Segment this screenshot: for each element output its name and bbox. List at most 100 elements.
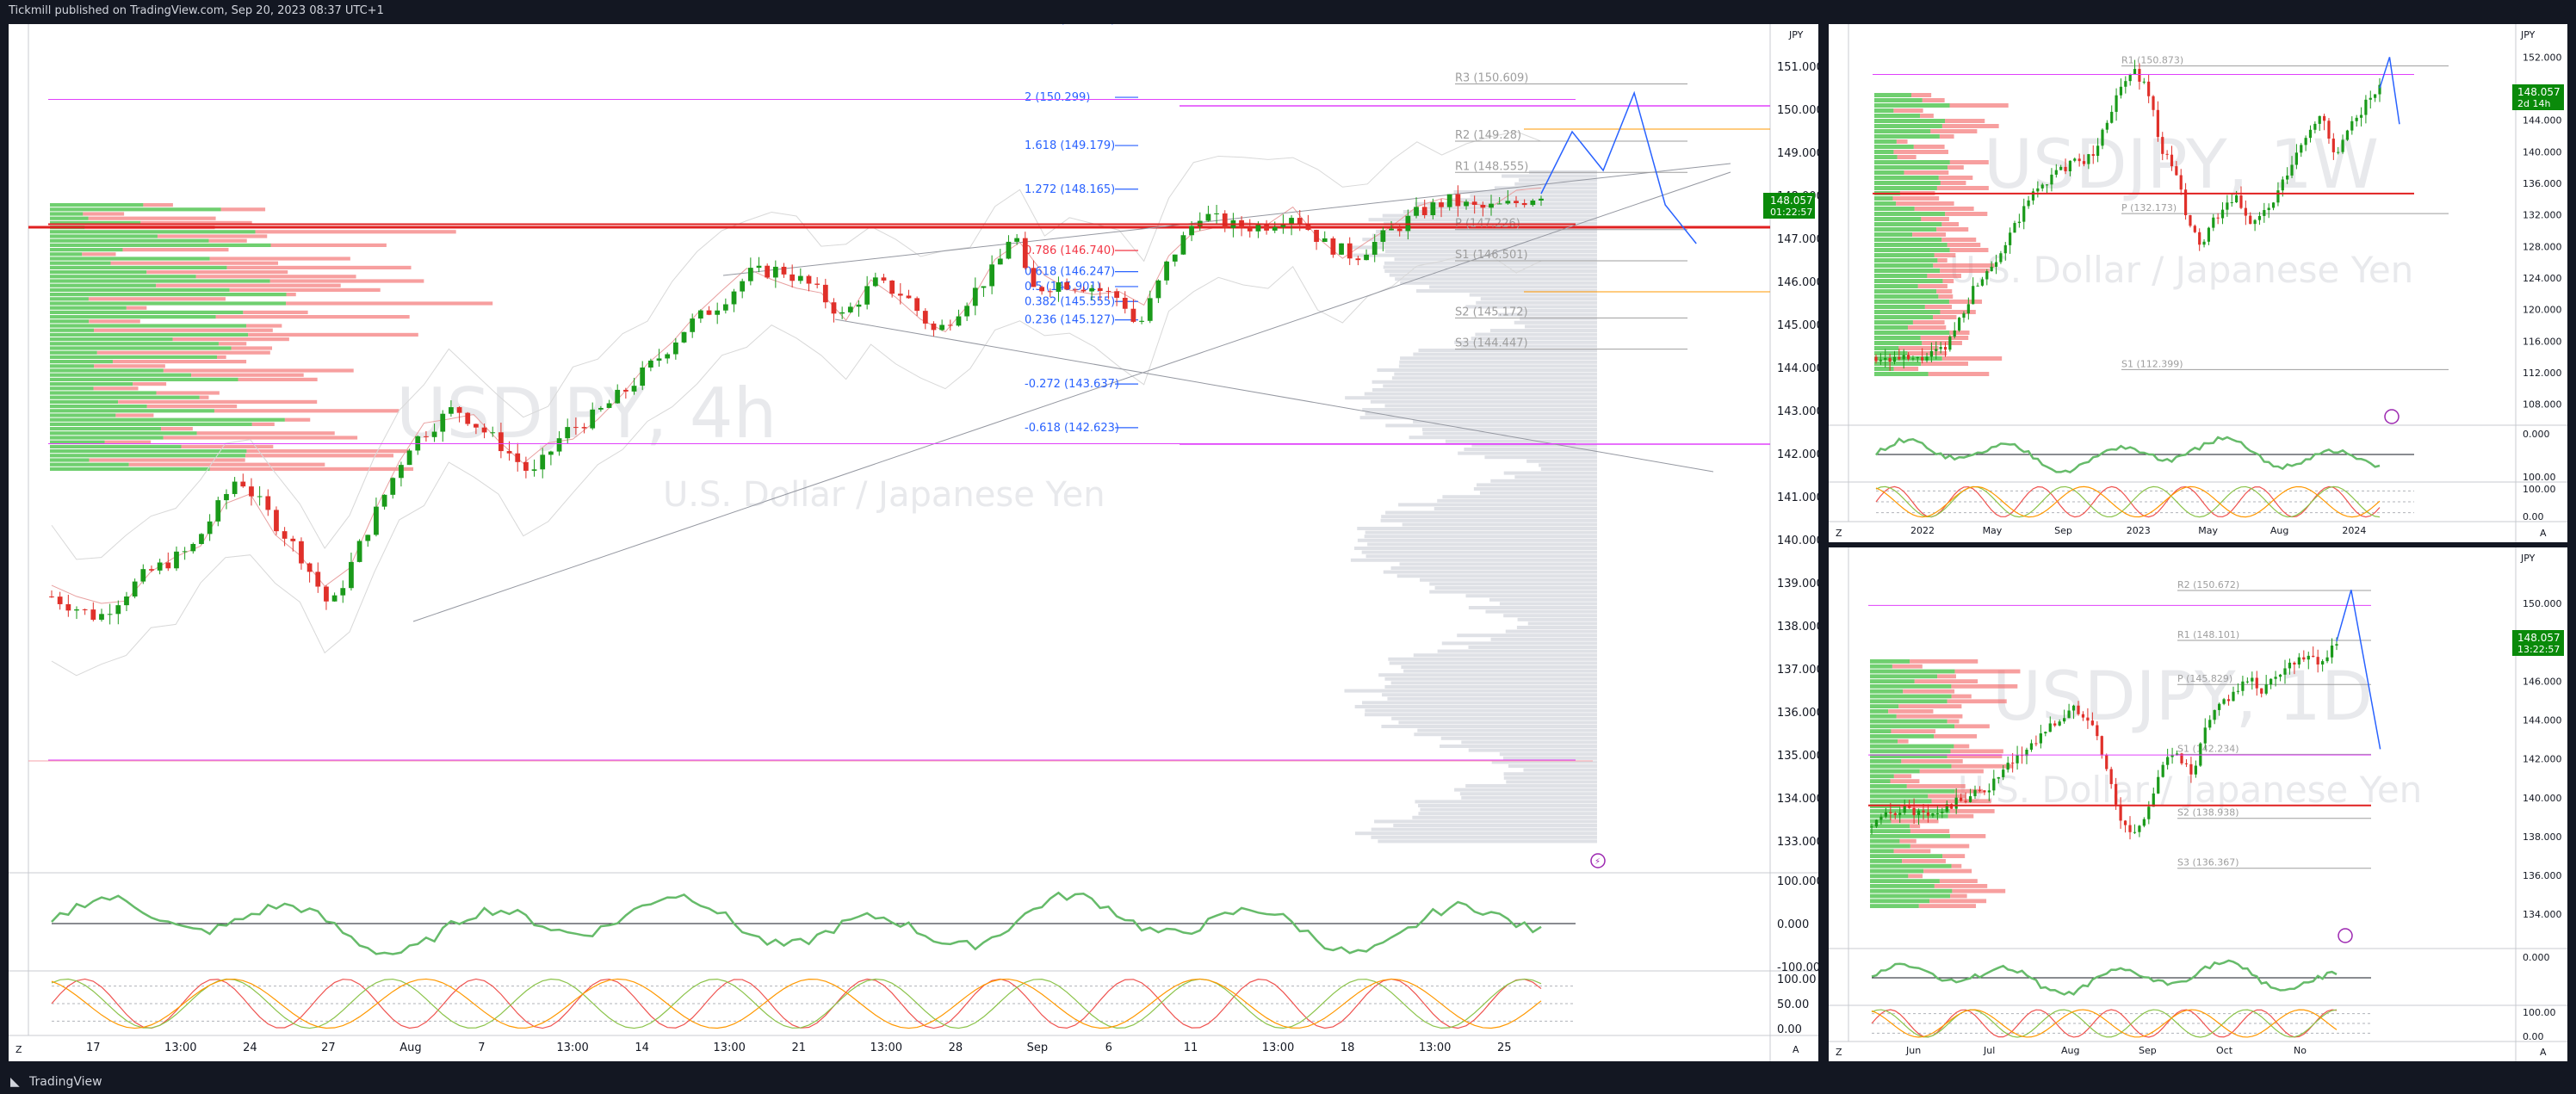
d-price-axis: 150.000148.000146.000144.000142.000140.0…: [2523, 598, 2562, 920]
chart-panel-4h[interactable]: USDJPY, 4h U.S. Dollar / Japanese Yen 2.…: [9, 24, 1818, 1061]
candle-body: [2283, 668, 2287, 675]
profile-bar-down: [1896, 201, 1954, 206]
pivot-label: R3 (150.609): [1455, 72, 1528, 85]
candle-body: [249, 486, 254, 497]
volume-profile-bar: [1348, 245, 1597, 250]
w-oscillator-pane-1: 0.000 100.00: [1874, 429, 2556, 483]
w-auto-scale-button[interactable]: A: [2540, 528, 2547, 539]
chart-panel-1d[interactable]: USDJPY, 1D U.S. Dollar / Japanese Yen R2…: [1829, 547, 2567, 1061]
osc-tick-label: 0.000: [2523, 952, 2550, 963]
volume-profile-bar: [1485, 609, 1597, 614]
candle-body: [1205, 213, 1211, 221]
alert-icon[interactable]: [1590, 853, 1606, 868]
candle-body: [1945, 804, 1948, 813]
profile-bar-up: [50, 293, 287, 297]
candle-body: [2003, 244, 2007, 254]
tradingview-logo-icon[interactable]: ◣: [10, 1075, 20, 1089]
profile-bar-down: [1923, 868, 1972, 874]
price-tick-label: 136.000: [2523, 870, 2562, 881]
profile-bar-down: [1951, 863, 1962, 868]
volume-profile-bar: [1454, 788, 1597, 792]
volume-profile-bar: [1383, 265, 1597, 269]
candle-body: [2198, 232, 2201, 245]
volume-profile-bar: [1401, 665, 1597, 669]
profile-bar-up: [50, 413, 116, 417]
w-alert-icon[interactable]: [2384, 409, 2400, 424]
volume-profile-bar: [1376, 230, 1597, 233]
w-price-axis: 152.000148.000144.000140.000136.000132.0…: [2523, 52, 2562, 410]
w-projection-path: [2379, 57, 2400, 125]
volume-profile-bar: [1454, 340, 1597, 344]
candle-body: [215, 500, 221, 522]
candle-body: [257, 496, 263, 498]
candle-body: [2077, 705, 2080, 714]
d-auto-scale-button[interactable]: A: [2540, 1047, 2547, 1058]
w-zoom-reset-button[interactable]: Z: [1836, 528, 1842, 539]
candle-body: [2101, 129, 2104, 146]
profile-bar-up: [50, 350, 97, 355]
volume-profile-bar: [1491, 760, 1597, 764]
price-tick-label: 120.000: [2523, 305, 2562, 316]
candle-body: [2297, 657, 2300, 665]
chart-1w-svg[interactable]: USDJPY, 1W U.S. Dollar / Japanese Yen R1…: [1829, 24, 2567, 542]
volume-profile-bar: [1357, 527, 1597, 530]
candle-body: [2307, 655, 2310, 660]
profile-bar-up: [1874, 114, 1921, 118]
profile-bar-down: [1912, 232, 1947, 237]
candle-body: [2063, 718, 2066, 722]
candlestick-series: [48, 99, 1576, 761]
auto-scale-button[interactable]: A: [1793, 1044, 1799, 1055]
candle-body: [1903, 805, 1906, 813]
chart-panel-1w[interactable]: USDJPY, 1W U.S. Dollar / Japanese Yen R1…: [1829, 24, 2567, 542]
trendline-lower: [412, 171, 1731, 622]
candle-body: [1935, 349, 1938, 351]
candle-body: [2067, 710, 2071, 719]
footer-brand[interactable]: TradingView: [29, 1075, 102, 1089]
profile-bar-down: [269, 279, 424, 283]
candle-body: [2263, 210, 2266, 216]
volume-profile-bar: [1470, 194, 1597, 198]
profile-bar-up: [1874, 336, 1921, 340]
profile-bar-up: [50, 252, 83, 257]
profile-bar-down: [1942, 854, 1966, 858]
candle-body: [1314, 230, 1319, 243]
candle-body: [2115, 95, 2118, 112]
pivot-label: S3 (144.447): [1455, 337, 1528, 350]
zoom-reset-button[interactable]: Z: [15, 1044, 22, 1055]
volume-profile-bar: [1523, 768, 1597, 772]
d-zoom-reset-button[interactable]: Z: [1836, 1047, 1842, 1058]
candle-body: [107, 614, 113, 615]
candle-body: [889, 280, 895, 294]
profile-bar-down: [1951, 694, 1972, 699]
candle-body: [2152, 96, 2155, 110]
profile-bar-up: [1874, 98, 1923, 102]
chart-1d-svg[interactable]: USDJPY, 1D U.S. Dollar / Japanese Yen R2…: [1829, 547, 2567, 1061]
profile-bar-down: [1954, 744, 1970, 749]
price-tick-label: 128.000: [2523, 241, 2562, 252]
candle-body: [2235, 195, 2239, 202]
profile-bar-down: [251, 422, 275, 426]
profile-bar-down: [1910, 829, 1950, 833]
fib-level-label: 0.618 (146.247): [1025, 266, 1115, 279]
pivot-label: R1 (150.873): [2121, 55, 2183, 66]
profile-bar-up: [50, 212, 84, 216]
currency-label: JPY: [1788, 29, 1804, 40]
candle-body: [1006, 241, 1012, 259]
chart-4h-svg[interactable]: USDJPY, 4h U.S. Dollar / Japanese Yen 2.…: [9, 24, 1818, 1061]
profile-bar-up: [1870, 714, 1897, 719]
profile-bar-down: [128, 462, 325, 467]
stoch-line: [1875, 485, 2381, 518]
d-alert-icon[interactable]: [2338, 928, 2353, 943]
profile-bar-down: [1910, 844, 1970, 849]
candle-body: [1446, 194, 1452, 207]
profile-bar-down: [1936, 227, 1969, 232]
candle-body: [2244, 207, 2247, 216]
profile-bar-down: [286, 293, 296, 297]
candle-body: [2123, 820, 2127, 825]
osc-line: [51, 891, 1542, 955]
candle-body: [140, 569, 146, 582]
candle-body: [1879, 359, 1882, 362]
volume-profile-bar: [1489, 597, 1597, 602]
profile-bar-down: [1954, 724, 1990, 729]
candle-body: [1884, 357, 1887, 360]
